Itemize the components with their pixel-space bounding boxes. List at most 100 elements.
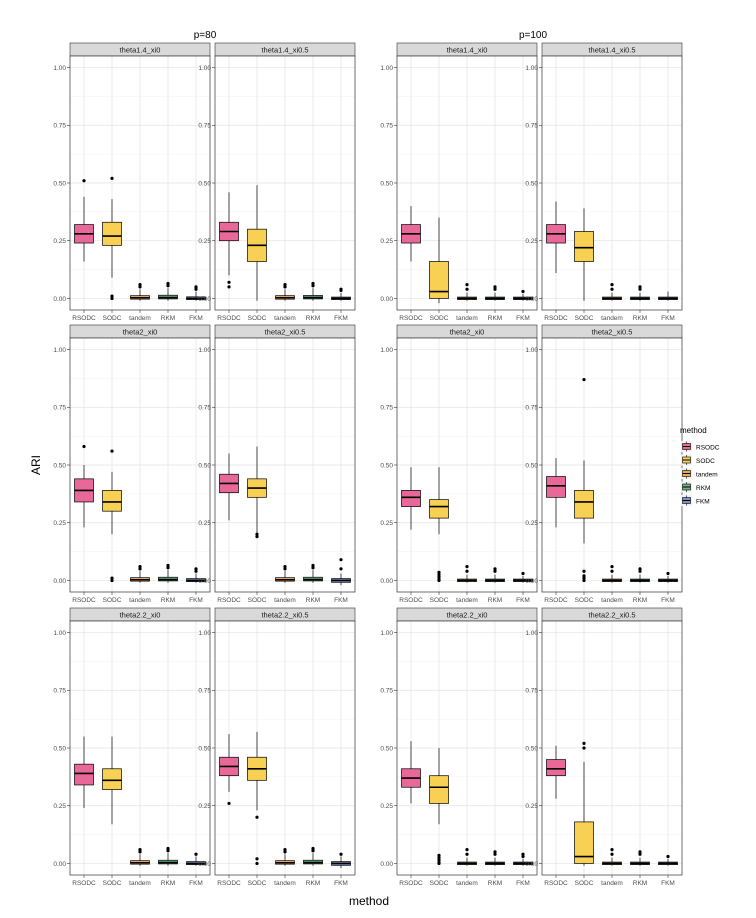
y-tick-label: 0.50: [525, 745, 538, 752]
box-rsodc: [219, 453, 239, 521]
y-tick-label: 1.00: [198, 347, 211, 354]
x-category-label: FKM: [516, 315, 530, 322]
box-fkm: [186, 285, 206, 301]
box-sodc: [429, 748, 449, 866]
box-sodc: [247, 185, 267, 301]
y-tick-label: 0.75: [53, 123, 66, 130]
outlier-point: [610, 283, 614, 287]
x-category-label: RKM: [306, 597, 320, 604]
outlier-point: [82, 444, 86, 449]
legend-item-sodc: SODC: [681, 454, 715, 466]
box-tandem: [602, 565, 622, 583]
box-fkm: [658, 291, 678, 301]
box-rkm: [630, 285, 650, 301]
box-body: [102, 490, 122, 512]
box-rkm: [303, 846, 323, 866]
legend: method RSODC SODC tandem RKM FKM: [680, 426, 720, 506]
outlier-point: [194, 285, 198, 289]
box-sodc: [429, 217, 449, 304]
x-category-label: RSODC: [544, 880, 568, 887]
outlier-point: [521, 852, 525, 856]
box-body: [574, 231, 594, 262]
legend-label: FKM: [696, 498, 710, 505]
x-category-label: tandem: [274, 880, 296, 887]
outlier-point: [339, 558, 343, 562]
legend-item-fkm: FKM: [681, 495, 710, 506]
box-sodc: [429, 467, 449, 583]
y-tick-label: 1.00: [525, 347, 538, 354]
box-rkm: [158, 846, 178, 866]
x-category-label: tandem: [601, 315, 623, 322]
y-tick-label: 1.00: [525, 630, 538, 637]
box-rkm: [485, 285, 505, 301]
box-body: [102, 768, 122, 790]
x-category-label: RSODC: [399, 597, 423, 604]
y-tick-label: 0.75: [380, 405, 393, 412]
x-category-label: FKM: [661, 315, 675, 322]
facet-panel: theta2_xi0.5 0.00 0.25 0.50 0.75 1.00 RSODC SOD…: [525, 324, 683, 604]
outlier-point: [227, 280, 231, 284]
y-tick-label: 0.75: [525, 688, 538, 695]
outlier-point: [311, 563, 315, 568]
group-title-p80: p=80: [194, 30, 217, 41]
outlier-point: [138, 567, 142, 571]
box-rsodc: [546, 458, 566, 528]
facet-panel: theta2_xi0.5 0.00 0.25 0.50 0.75 1.00 RSODC SOD…: [198, 324, 356, 604]
box-tandem: [275, 283, 295, 301]
outlier-point: [194, 569, 198, 573]
facet-panel: theta2.2_xi0 0.00 0.25 0.50 0.75 1.00 RSODC SOD…: [53, 607, 211, 887]
y-tick-label: 0.00: [525, 861, 538, 868]
box-body: [546, 476, 566, 498]
box-rsodc: [401, 206, 421, 262]
outlier-point: [465, 848, 469, 852]
outlier-point: [339, 287, 343, 291]
outlier-point: [283, 283, 287, 287]
outlier-point: [339, 852, 343, 856]
box-tandem: [457, 565, 477, 583]
x-category-label: RKM: [633, 880, 647, 887]
box-rsodc: [546, 201, 566, 274]
x-category-label: FKM: [189, 880, 203, 887]
facet-strip-label: theta2_xi0: [123, 328, 158, 337]
x-category-label: RKM: [306, 880, 320, 887]
box-sodc: [102, 736, 122, 825]
x-category-label: SODC: [103, 315, 122, 322]
x-category-label: FKM: [516, 597, 530, 604]
x-category-label: RSODC: [399, 315, 423, 322]
box-rsodc: [74, 444, 94, 528]
y-tick-label: 0.50: [380, 462, 393, 469]
outlier-point: [437, 853, 441, 857]
outlier-point: [110, 296, 114, 301]
y-tick-label: 1.00: [380, 347, 393, 354]
x-category-label: SODC: [103, 880, 122, 887]
legend-item-rsodc: RSODC: [681, 441, 720, 452]
x-category-label: RSODC: [72, 597, 96, 604]
y-tick-label: 0.25: [53, 803, 66, 810]
y-tick-label: 0.50: [380, 180, 393, 187]
x-category-label: tandem: [129, 597, 151, 604]
y-tick-label: 0.00: [380, 578, 393, 585]
y-tick-label: 0.00: [53, 296, 66, 303]
box-sodc: [574, 741, 594, 866]
outlier-point: [227, 285, 231, 289]
outlier-point: [166, 846, 170, 851]
y-tick-label: 0.50: [198, 462, 211, 469]
box-tandem: [602, 848, 622, 866]
y-tick-label: 0.25: [198, 520, 211, 527]
x-category-label: SODC: [575, 315, 594, 322]
box-body: [574, 490, 594, 519]
outlier-point: [311, 566, 315, 570]
facet-panel: theta2.2_xi0.5 0.00 0.25 0.50 0.75 1.00 RSODC S…: [198, 607, 356, 887]
outlier-point: [194, 852, 198, 856]
x-category-label: RKM: [488, 597, 502, 604]
outlier-point: [138, 850, 142, 854]
legend-label: SODC: [696, 458, 715, 465]
box-rkm: [303, 563, 323, 583]
y-tick-label: 0.75: [53, 688, 66, 695]
box-fkm: [658, 571, 678, 583]
box-rkm: [485, 567, 505, 583]
x-category-label: tandem: [274, 597, 296, 604]
outlier-point: [110, 294, 114, 298]
outlier-point: [666, 571, 670, 576]
outlier-point: [255, 532, 259, 536]
